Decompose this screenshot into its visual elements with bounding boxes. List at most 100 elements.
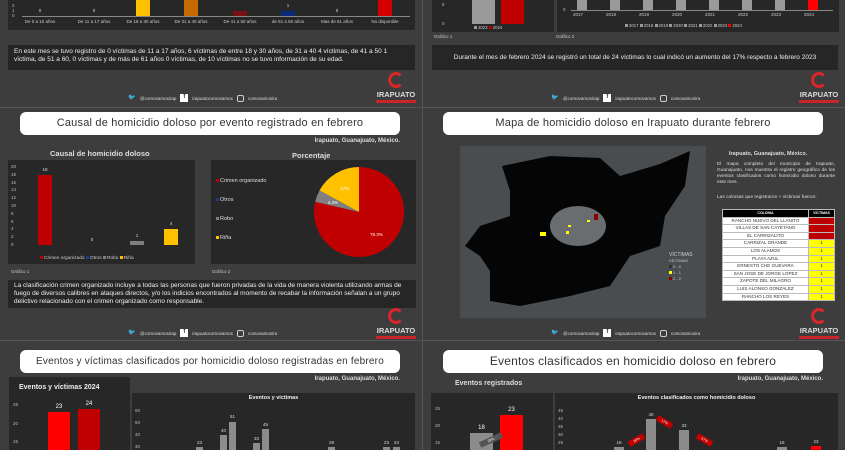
bar[interactable] — [775, 0, 785, 10]
facebook-icon: f — [603, 94, 612, 102]
bar[interactable] — [777, 447, 787, 450]
legend-item: Crimen organizado — [40, 256, 86, 261]
bar-value-label: 18 — [779, 439, 785, 445]
y-tick-label: 0 — [442, 21, 445, 26]
y-tick-label: 8 — [11, 210, 14, 216]
causal-note: La clasificación crimen organizado inclu… — [8, 280, 416, 308]
instagram-handle[interactable]: comovamosira — [670, 330, 701, 336]
change-arrow: 67% — [695, 433, 714, 447]
bar[interactable] — [130, 241, 144, 245]
x-tick-label: 2020 — [672, 12, 683, 17]
bar-chart-title: Causal de homicidio doloso — [50, 149, 150, 158]
colonias-intro: Las colonias que registraron + víctimas … — [717, 195, 817, 200]
bar[interactable] — [196, 447, 203, 450]
bar[interactable] — [811, 446, 821, 450]
bar[interactable] — [378, 0, 392, 16]
twitter-handle[interactable]: @comovamosirap — [563, 95, 600, 101]
map-point-1-victim[interactable] — [568, 225, 571, 227]
bar[interactable] — [679, 430, 689, 450]
chart1-caption: Gráfico 1 — [11, 269, 30, 274]
x-axis — [22, 16, 410, 17]
bar[interactable] — [709, 0, 719, 10]
bar[interactable] — [643, 0, 653, 10]
row-divider — [0, 340, 845, 341]
map-legend: VÍCTIMAS VÍCTIMAS 0 - 0 1 - 1 2 - 2 — [669, 252, 693, 282]
twitter-handle[interactable]: @comovamosirap — [140, 330, 177, 336]
map-point-1-victim[interactable] — [587, 220, 590, 222]
bar[interactable] — [808, 0, 818, 10]
legend-item: 0 - 0 — [669, 264, 693, 270]
bar[interactable] — [184, 0, 198, 16]
urban-area — [550, 206, 606, 246]
chart1-caption: Gráfico 1 — [434, 34, 453, 39]
map-point-1-victim[interactable] — [540, 232, 546, 236]
bar[interactable] — [281, 11, 295, 16]
bar[interactable] — [262, 429, 269, 450]
bar-value-label: 23 — [383, 439, 389, 445]
bar[interactable] — [220, 435, 227, 450]
instagram-handle[interactable]: comovamosira — [247, 330, 278, 336]
bar-value-label: 18 — [42, 166, 48, 172]
bar[interactable] — [614, 447, 624, 450]
bar[interactable] — [472, 0, 495, 24]
facebook-handle[interactable]: irapuatocomovamos — [192, 95, 233, 101]
bar[interactable] — [577, 0, 587, 10]
map-point-1-victim[interactable] — [566, 231, 569, 234]
facebook-icon: f — [180, 94, 189, 102]
bar[interactable] — [501, 0, 524, 24]
facebook-icon: f — [180, 329, 189, 337]
bar[interactable] — [164, 229, 178, 245]
bar[interactable] — [610, 0, 620, 10]
bar[interactable] — [500, 415, 523, 450]
victims-cell: 2 — [808, 231, 835, 241]
instagram-handle[interactable]: comovamosira — [247, 95, 278, 101]
yearly-chart-panel: 0 2017 2018 2019 2020 2021 2022 2023 2024 2017 20… — [557, 0, 839, 32]
x-tick-label: Mas de 61 años — [320, 19, 354, 24]
y-tick-label: 2 — [12, 3, 15, 8]
table-row: LUIS ALONSO GONZALEZ 1 — [722, 284, 835, 294]
colonia-cell: RANCHO NUEVO DEL LLANITO — [722, 216, 809, 226]
y-tick-label: 0 — [12, 13, 15, 18]
facebook-handle[interactable]: irapuatocomovamos — [615, 95, 656, 101]
pie-legend-item: Robo — [216, 216, 233, 223]
bar[interactable] — [646, 419, 656, 450]
pie-slice-crimen-organizado — [314, 167, 404, 257]
colonia-cell: CARRIZAL GRANDE — [722, 239, 809, 248]
irapuato-map[interactable] — [460, 146, 706, 318]
bar[interactable] — [383, 447, 390, 450]
colonia-cell: ZAPOTE DEL MILAGRO — [722, 277, 809, 286]
instagram-handle[interactable]: comovamosira — [670, 95, 701, 101]
instagram-icon — [236, 94, 244, 102]
facebook-handle[interactable]: irapuatocomovamos — [615, 330, 656, 336]
bar[interactable] — [676, 0, 686, 10]
bar[interactable] — [742, 0, 752, 10]
bar[interactable] — [253, 443, 260, 450]
bar[interactable] — [393, 447, 400, 450]
instagram-icon — [659, 329, 667, 337]
bar-value-label: 0 — [92, 8, 96, 13]
bar[interactable] — [328, 447, 335, 450]
colonia-cell: ERNESTO CHE GUEVARA — [722, 262, 809, 271]
pie-slice-label: 78.3% — [370, 232, 383, 237]
y-tick-label: 25 — [13, 402, 19, 407]
twitter-handle[interactable]: @comovamosirap — [563, 330, 600, 336]
bar[interactable] — [136, 0, 150, 16]
irapuato-logo: IRAPUATO — [799, 308, 839, 339]
victims-cell: 2 — [808, 224, 835, 233]
bar[interactable] — [48, 412, 70, 450]
chart-title: Eventos y víctimas — [248, 395, 299, 401]
twitter-icon: 🐦 — [128, 94, 136, 101]
facebook-handle[interactable]: irapuatocomovamos — [192, 330, 233, 336]
bar[interactable] — [78, 408, 100, 450]
bar[interactable] — [233, 11, 247, 16]
y-tick-label: 25 — [435, 406, 441, 411]
bar-value-label: 24 — [85, 400, 93, 407]
twitter-handle[interactable]: @comovamosirap — [140, 95, 177, 101]
comparison-slide: 0 5 2023 2024 0 2017 2018 2019 2020 2021 2022 202… — [423, 0, 845, 107]
pie-legend-item: Otros — [216, 197, 233, 204]
age-note: En este mes se tuvo registro de 0 víctim… — [8, 45, 415, 70]
bar[interactable] — [229, 421, 236, 450]
table-row: ERNESTO CHE GUEVARA 1 — [722, 262, 835, 271]
bar[interactable] — [38, 174, 52, 245]
map-point-2-victims[interactable] — [594, 214, 598, 220]
